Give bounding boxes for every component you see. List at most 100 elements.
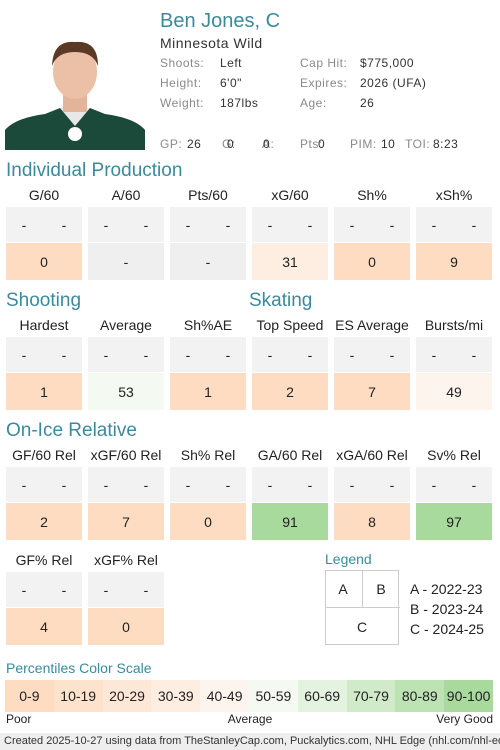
- scale-bin: [200, 680, 249, 712]
- scale-bin-label: 40-49: [206, 688, 243, 704]
- season-c-value: 0: [122, 619, 130, 635]
- season-cell: [6, 467, 82, 502]
- season-cell: [252, 337, 328, 372]
- season-cell: [334, 467, 410, 502]
- season-b-value: -: [143, 582, 149, 598]
- season-c-value: 7: [122, 514, 130, 530]
- season-cell: [416, 207, 492, 242]
- season-b-value: -: [389, 477, 395, 493]
- metric-label: xGA/60 Rel: [336, 447, 408, 463]
- season-cell: [88, 572, 164, 607]
- info-value: 26: [360, 96, 375, 110]
- percentile-cell: [6, 608, 82, 645]
- season-a-value: -: [21, 347, 27, 363]
- season-a-value: -: [103, 347, 109, 363]
- legend-entry: B - 2023-24: [410, 601, 484, 617]
- section-title: On-Ice Relative: [6, 420, 137, 441]
- info-label: Height:: [160, 76, 202, 90]
- metric-label: G/60: [28, 187, 60, 203]
- season-c-value: -: [123, 254, 129, 270]
- season-b-value: -: [471, 477, 477, 493]
- metric-label: Sh% Rel: [180, 447, 236, 463]
- season-b-value: -: [61, 477, 67, 493]
- info-label: Expires:: [300, 76, 348, 90]
- metric-label: xGF/60 Rel: [90, 447, 162, 463]
- stat-value: 0: [263, 137, 271, 151]
- scale-mid: Average: [227, 712, 273, 726]
- season-cell: [170, 337, 246, 372]
- season-a-value: -: [21, 217, 27, 233]
- info-value: $775,000: [360, 56, 415, 70]
- section-title: Skating: [249, 290, 313, 311]
- info-label: Cap Hit:: [300, 56, 348, 70]
- season-b-value: -: [61, 582, 67, 598]
- stat-label: GP:: [160, 137, 183, 151]
- season-a-value: -: [185, 347, 191, 363]
- metric-label: Sh%: [357, 187, 387, 203]
- season-c-value: 49: [446, 384, 462, 400]
- percentile-cell: [416, 243, 492, 280]
- legend-cell: B: [376, 581, 386, 597]
- season-cell: [6, 337, 82, 372]
- percentile-cell: [170, 373, 246, 410]
- legend-title: Legend: [325, 551, 372, 567]
- metric-label: xSh%: [435, 187, 473, 203]
- percentile-cell: [252, 243, 328, 280]
- season-cell: [170, 467, 246, 502]
- season-a-value: -: [103, 582, 109, 598]
- legend-divider: [362, 570, 363, 607]
- season-b-value: -: [143, 217, 149, 233]
- scale-bin-label: 30-39: [157, 688, 194, 704]
- metric-label: A/60: [111, 187, 141, 203]
- percentile-cell: [88, 503, 164, 540]
- season-cell: [6, 207, 82, 242]
- season-c-value: 1: [40, 384, 48, 400]
- stat-value: 8:23: [433, 137, 459, 151]
- metric-label: Average: [100, 317, 152, 333]
- percentile-cell: [88, 608, 164, 645]
- metric-label: xG/60: [271, 187, 309, 203]
- scale-bin-label: 70-79: [353, 688, 389, 704]
- footer-band: [0, 733, 500, 750]
- scale-low: Poor: [6, 712, 32, 726]
- percentile-cell: [252, 503, 328, 540]
- info-label: Age:: [300, 96, 327, 110]
- player-photo: [5, 41, 145, 150]
- season-a-value: -: [267, 347, 273, 363]
- season-c-value: 8: [368, 514, 376, 530]
- percentile-cell: [334, 503, 410, 540]
- season-a-value: -: [185, 217, 191, 233]
- season-b-value: -: [143, 477, 149, 493]
- percentile-cell: [416, 503, 492, 540]
- stat-label: Pts:: [300, 137, 323, 151]
- scale-bin-label: 50-59: [255, 688, 292, 704]
- metric-label: Pts/60: [188, 187, 228, 203]
- percentile-cell: [334, 243, 410, 280]
- metric-label: GA/60 Rel: [257, 447, 323, 463]
- season-a-value: -: [267, 477, 273, 493]
- legend-cell: C: [356, 619, 368, 635]
- stat-label: G:: [222, 137, 236, 151]
- legend-entry: C - 2024-25: [410, 621, 484, 637]
- metric-label: GF/60 Rel: [12, 447, 76, 463]
- season-b-value: -: [61, 347, 67, 363]
- stat-value: 26: [187, 137, 202, 151]
- scale-bin: [5, 680, 54, 712]
- season-cell: [416, 467, 492, 502]
- season-a-value: -: [431, 477, 437, 493]
- season-cell: [88, 337, 164, 372]
- season-c-value: 1: [204, 384, 212, 400]
- info-value: 2026 (UFA): [360, 76, 427, 90]
- metric-label: Top Speed: [256, 317, 324, 333]
- season-b-value: -: [143, 347, 149, 363]
- scale-bin: [53, 680, 103, 712]
- scale-bin-label: 0-9: [19, 688, 40, 704]
- season-a-value: -: [349, 347, 355, 363]
- percentile-cell: [416, 373, 492, 410]
- season-c-value: 31: [282, 254, 298, 270]
- info-label: Shoots:: [160, 56, 205, 70]
- info-value: Left: [220, 56, 243, 70]
- season-b-value: -: [389, 347, 395, 363]
- scale-bin-label: 60-69: [304, 688, 341, 704]
- metric-label: GF% Rel: [15, 552, 73, 568]
